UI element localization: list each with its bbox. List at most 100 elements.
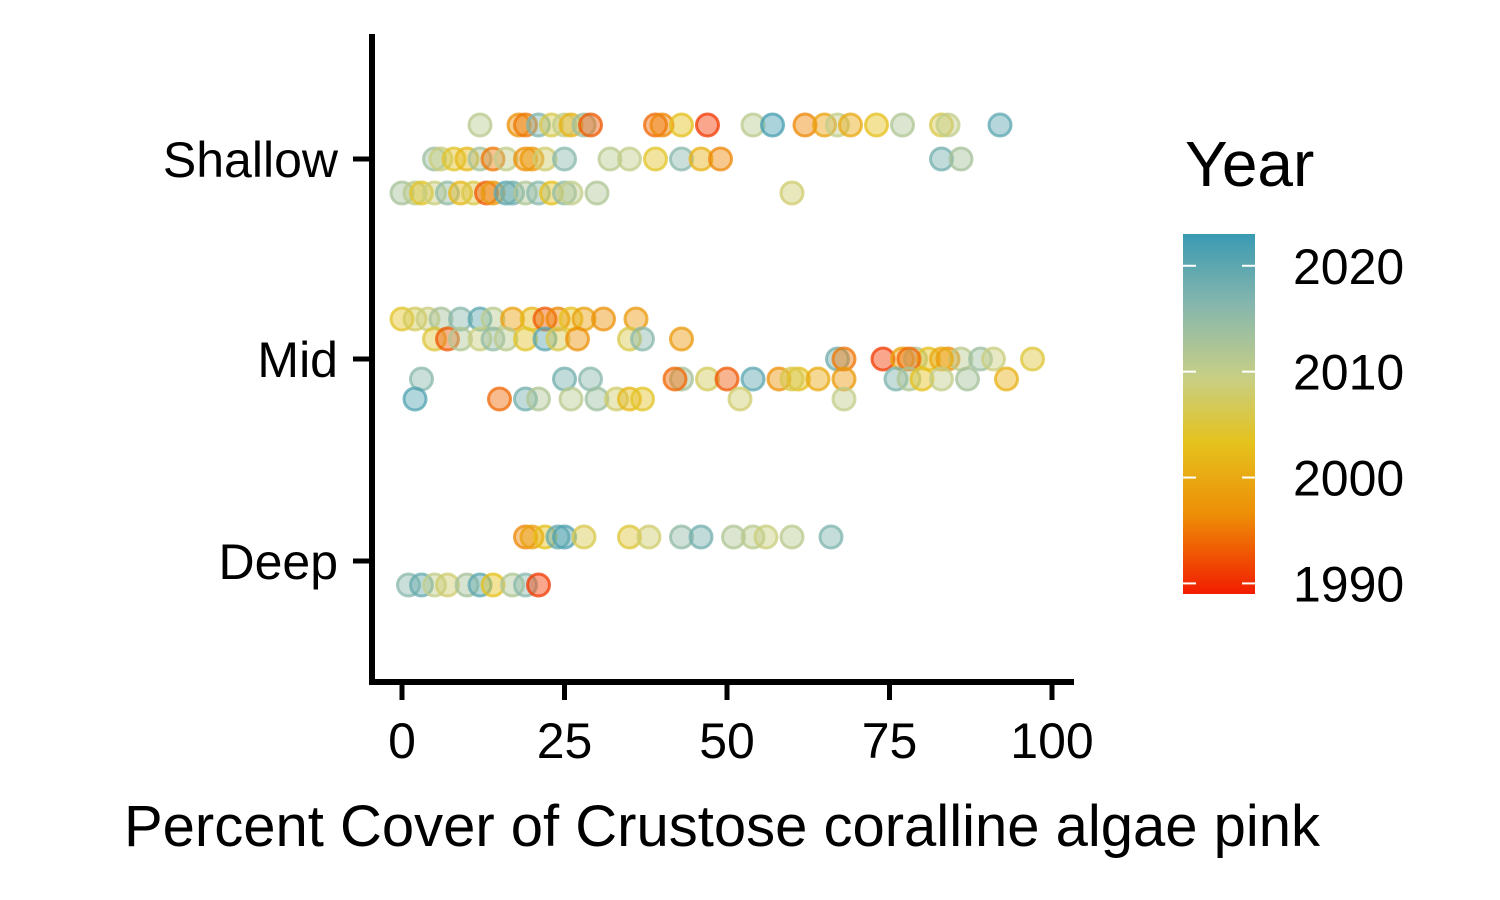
y-tick-label-mid: Mid bbox=[257, 332, 338, 388]
data-point bbox=[513, 112, 538, 138]
data-point bbox=[695, 366, 720, 392]
data-point bbox=[389, 180, 415, 206]
data-point bbox=[539, 112, 564, 138]
data-point bbox=[513, 146, 538, 172]
data-point bbox=[552, 524, 577, 550]
data-point bbox=[545, 326, 571, 352]
data-point bbox=[805, 366, 831, 392]
data-point bbox=[402, 386, 428, 412]
data-point bbox=[513, 386, 538, 412]
data-point bbox=[435, 572, 460, 598]
x-tick-label: 0 bbox=[388, 713, 416, 769]
legend-title: Year bbox=[1185, 128, 1314, 200]
x-axis-title: Percent Cover of Crustose coralline alga… bbox=[124, 794, 1321, 859]
data-point bbox=[500, 180, 525, 206]
data-point bbox=[883, 366, 909, 392]
data-point bbox=[649, 112, 675, 138]
data-point bbox=[669, 146, 694, 172]
data-point bbox=[526, 572, 551, 598]
data-point bbox=[571, 112, 597, 138]
data-point bbox=[467, 112, 493, 138]
data-point bbox=[662, 366, 688, 392]
data-point bbox=[909, 366, 935, 392]
data-point bbox=[526, 112, 551, 138]
legend-label: 1990 bbox=[1293, 556, 1404, 612]
data-point bbox=[669, 524, 694, 550]
axes-layer bbox=[369, 34, 1074, 685]
data-point bbox=[513, 572, 538, 598]
data-point bbox=[929, 146, 954, 172]
data-point bbox=[409, 572, 434, 598]
data-point bbox=[513, 180, 538, 206]
data-point bbox=[532, 306, 558, 332]
data-point bbox=[636, 524, 662, 550]
data-point bbox=[428, 146, 454, 172]
data-point bbox=[643, 112, 668, 138]
data-point bbox=[571, 524, 597, 550]
data-point bbox=[792, 112, 818, 138]
data-point bbox=[604, 386, 629, 412]
data-point bbox=[480, 572, 506, 598]
data-point bbox=[688, 524, 714, 550]
data-point bbox=[448, 326, 473, 352]
points-layer bbox=[389, 112, 1045, 598]
data-point bbox=[402, 306, 428, 332]
x-tick-label: 100 bbox=[1010, 713, 1093, 769]
x-tick-label: 50 bbox=[699, 713, 755, 769]
data-point bbox=[467, 146, 493, 172]
data-point bbox=[584, 386, 610, 412]
data-point bbox=[929, 346, 954, 372]
legend-ticks: 2020 2010 2000 1990 bbox=[1183, 239, 1404, 612]
data-point bbox=[493, 180, 519, 206]
data-point bbox=[643, 146, 668, 172]
legend: Year 2020 2010 2000 1990 bbox=[1183, 128, 1404, 612]
data-point bbox=[487, 386, 512, 412]
data-point bbox=[695, 112, 720, 138]
data-point bbox=[688, 146, 714, 172]
data-point bbox=[480, 146, 506, 172]
data-point bbox=[539, 180, 564, 206]
data-point bbox=[402, 180, 428, 206]
data-point bbox=[779, 366, 805, 392]
data-point bbox=[981, 346, 1006, 372]
data-point bbox=[552, 112, 577, 138]
data-point bbox=[454, 146, 480, 172]
data-point bbox=[506, 112, 532, 138]
data-point bbox=[617, 386, 642, 412]
legend-label: 2010 bbox=[1293, 345, 1404, 401]
data-point bbox=[838, 112, 863, 138]
data-point bbox=[818, 524, 844, 550]
legend-label: 2000 bbox=[1293, 451, 1404, 507]
data-point bbox=[552, 146, 577, 172]
data-point bbox=[532, 146, 558, 172]
data-point bbox=[760, 112, 785, 138]
data-point bbox=[435, 180, 460, 206]
data-point bbox=[1020, 346, 1045, 372]
data-point bbox=[448, 180, 473, 206]
data-point bbox=[779, 524, 805, 550]
data-point bbox=[766, 366, 792, 392]
data-point bbox=[480, 326, 506, 352]
data-point bbox=[493, 146, 519, 172]
data-point bbox=[955, 366, 980, 392]
data-point bbox=[714, 366, 740, 392]
data-point bbox=[467, 572, 493, 598]
data-point bbox=[435, 326, 460, 352]
data-point bbox=[617, 524, 642, 550]
data-point bbox=[617, 146, 642, 172]
data-point bbox=[480, 306, 506, 332]
data-point bbox=[779, 180, 805, 206]
data-point bbox=[461, 180, 486, 206]
data-point bbox=[422, 572, 447, 598]
data-point bbox=[669, 366, 694, 392]
data-point bbox=[740, 524, 766, 550]
data-point bbox=[389, 306, 415, 332]
data-point bbox=[422, 180, 447, 206]
data-point bbox=[669, 112, 694, 138]
data-point bbox=[545, 306, 571, 332]
data-point bbox=[948, 146, 974, 172]
data-point bbox=[708, 146, 733, 172]
data-point bbox=[558, 386, 584, 412]
data-point bbox=[519, 524, 545, 550]
